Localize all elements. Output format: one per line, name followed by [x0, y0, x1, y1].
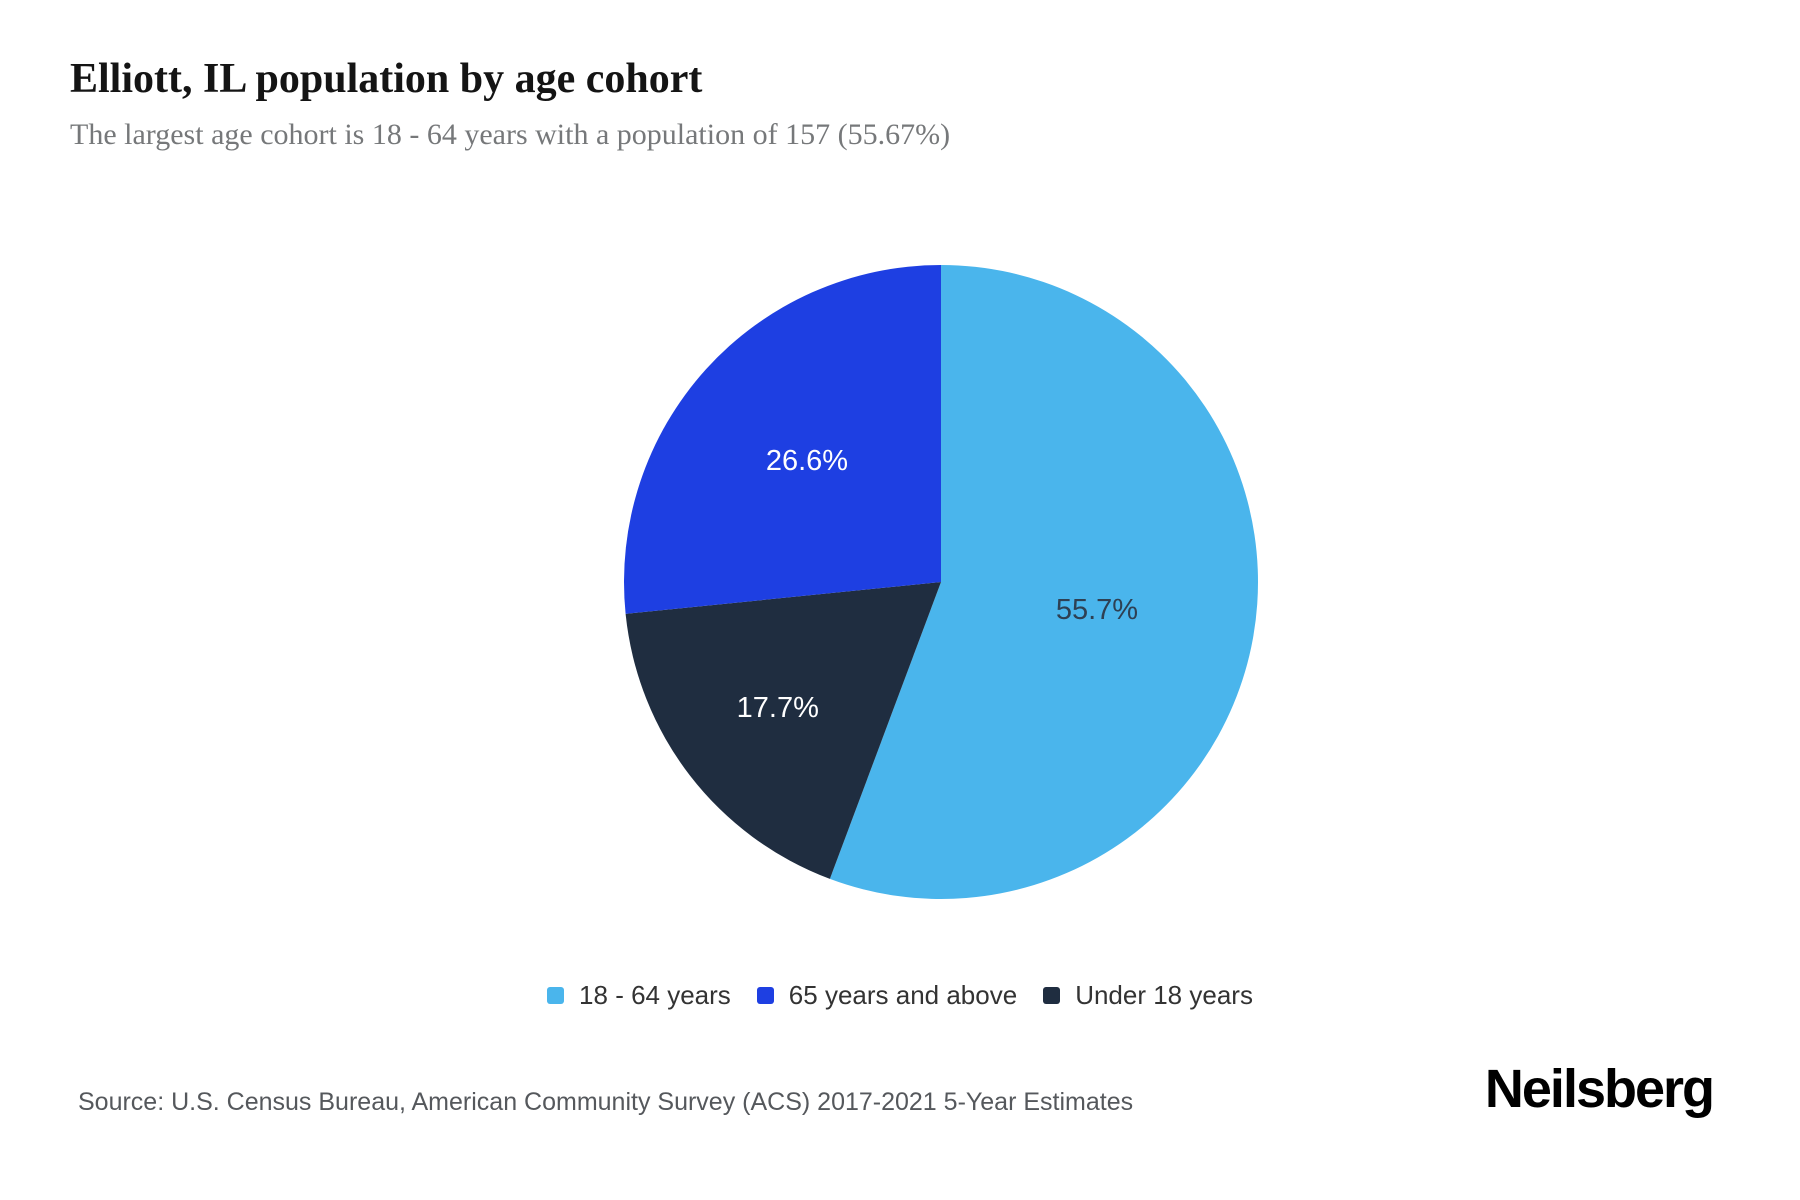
legend-swatch-icon — [756, 987, 774, 1004]
legend-swatch-icon — [1043, 987, 1061, 1004]
pie-slice-0[interactable] — [829, 265, 1258, 899]
legend-item-2[interactable]: Under 18 years — [1043, 980, 1253, 1011]
legend-item-1[interactable]: 65 years and above — [756, 980, 1018, 1011]
legend-item-label: 18 - 64 years — [579, 980, 731, 1010]
legend-item-label: Under 18 years — [1075, 980, 1253, 1010]
pie-chart: 55.7% 17.7% 26.6% — [624, 265, 1258, 899]
chart-title: Elliott, IL population by age cohort — [70, 56, 703, 102]
legend-item-0[interactable]: 18 - 64 years — [547, 980, 731, 1011]
legend-swatch-icon — [547, 987, 565, 1004]
legend-item-label: 65 years and above — [788, 980, 1018, 1010]
pie-slice-1[interactable] — [625, 582, 941, 879]
pie-slice-label-1: 17.7% — [737, 692, 819, 724]
source-note: Source: U.S. Census Bureau, American Com… — [78, 1088, 1134, 1116]
pie-slice-label-0: 55.7% — [1056, 594, 1138, 626]
pie-slice-2[interactable] — [624, 265, 941, 614]
chart-subtitle: The largest age cohort is 18 - 64 years … — [70, 118, 951, 151]
chart-legend: 18 - 64 years 65 years and above Under 18 … — [0, 980, 1800, 1011]
pie-slice-label-2: 26.6% — [766, 445, 848, 477]
brand-logo: Neilsberg — [1484, 1059, 1715, 1119]
